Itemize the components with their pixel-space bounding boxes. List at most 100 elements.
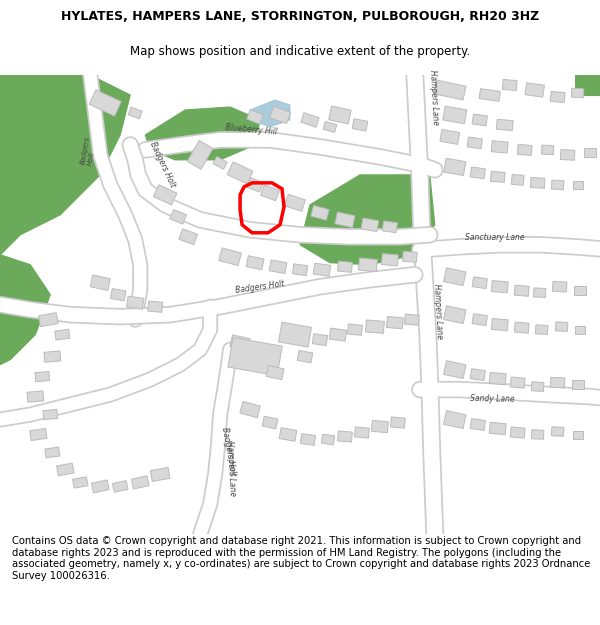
Polygon shape bbox=[322, 434, 335, 445]
Polygon shape bbox=[443, 411, 466, 429]
Polygon shape bbox=[27, 391, 44, 402]
Polygon shape bbox=[533, 288, 546, 298]
Polygon shape bbox=[301, 112, 319, 127]
Polygon shape bbox=[560, 149, 575, 160]
Polygon shape bbox=[496, 119, 513, 131]
Polygon shape bbox=[91, 480, 109, 493]
Polygon shape bbox=[148, 301, 163, 312]
Polygon shape bbox=[187, 141, 213, 169]
Polygon shape bbox=[246, 256, 264, 270]
Polygon shape bbox=[1, 255, 50, 364]
Text: Blueberry Hill: Blueberry Hill bbox=[225, 123, 278, 137]
Polygon shape bbox=[491, 141, 508, 153]
Polygon shape bbox=[403, 251, 417, 262]
Polygon shape bbox=[311, 206, 329, 220]
Polygon shape bbox=[247, 177, 263, 192]
Polygon shape bbox=[584, 148, 596, 158]
Polygon shape bbox=[110, 289, 126, 301]
Polygon shape bbox=[301, 434, 316, 446]
Polygon shape bbox=[467, 137, 482, 149]
Polygon shape bbox=[551, 180, 564, 189]
Polygon shape bbox=[219, 248, 241, 266]
Polygon shape bbox=[472, 314, 487, 326]
Polygon shape bbox=[89, 90, 121, 116]
Polygon shape bbox=[365, 320, 385, 333]
Polygon shape bbox=[489, 372, 506, 385]
Polygon shape bbox=[179, 229, 197, 244]
Polygon shape bbox=[112, 481, 128, 492]
Polygon shape bbox=[470, 419, 485, 431]
Polygon shape bbox=[490, 171, 505, 182]
Polygon shape bbox=[145, 107, 260, 160]
Text: Badgers
Holt: Badgers Holt bbox=[80, 135, 98, 166]
Polygon shape bbox=[297, 351, 313, 362]
Polygon shape bbox=[491, 319, 508, 331]
Polygon shape bbox=[572, 380, 584, 389]
Polygon shape bbox=[44, 351, 61, 362]
Polygon shape bbox=[247, 110, 263, 124]
Polygon shape bbox=[443, 361, 466, 379]
Text: Badgers Holt: Badgers Holt bbox=[148, 140, 177, 189]
Polygon shape bbox=[535, 325, 548, 334]
Polygon shape bbox=[391, 417, 405, 428]
Polygon shape bbox=[90, 275, 110, 291]
Polygon shape bbox=[170, 209, 187, 224]
Polygon shape bbox=[556, 322, 568, 331]
Text: Sandy Lane: Sandy Lane bbox=[470, 394, 515, 404]
Polygon shape bbox=[329, 106, 351, 124]
Polygon shape bbox=[491, 281, 508, 293]
Polygon shape bbox=[1, 75, 130, 255]
Text: Hampers Lane: Hampers Lane bbox=[432, 284, 444, 339]
Text: Hampers Lane: Hampers Lane bbox=[225, 441, 237, 496]
Polygon shape bbox=[575, 326, 584, 334]
Polygon shape bbox=[269, 260, 287, 274]
Polygon shape bbox=[489, 422, 506, 434]
Polygon shape bbox=[240, 401, 260, 418]
Polygon shape bbox=[131, 476, 149, 489]
Polygon shape bbox=[266, 366, 284, 379]
Text: Map shows position and indicative extent of the property.: Map shows position and indicative extent… bbox=[130, 44, 470, 58]
Polygon shape bbox=[279, 428, 297, 441]
Polygon shape bbox=[444, 158, 466, 176]
Polygon shape bbox=[128, 107, 142, 119]
Polygon shape bbox=[443, 268, 466, 286]
Polygon shape bbox=[472, 277, 487, 289]
Polygon shape bbox=[571, 88, 584, 98]
Polygon shape bbox=[404, 314, 419, 325]
Polygon shape bbox=[575, 75, 599, 95]
Text: HYLATES, HAMPERS LANE, STORRINGTON, PULBOROUGH, RH20 3HZ: HYLATES, HAMPERS LANE, STORRINGTON, PULB… bbox=[61, 10, 539, 23]
Polygon shape bbox=[127, 296, 144, 309]
Polygon shape bbox=[440, 129, 460, 144]
Polygon shape bbox=[35, 371, 50, 382]
Polygon shape bbox=[355, 427, 370, 438]
Polygon shape bbox=[502, 79, 517, 91]
Text: Badgers Holt: Badgers Holt bbox=[220, 426, 238, 476]
Polygon shape bbox=[550, 91, 565, 103]
Text: Sanctuary Lane: Sanctuary Lane bbox=[465, 232, 524, 242]
Polygon shape bbox=[329, 328, 347, 341]
Polygon shape bbox=[511, 427, 525, 438]
Polygon shape bbox=[73, 477, 88, 488]
Polygon shape bbox=[30, 429, 47, 441]
Polygon shape bbox=[313, 334, 328, 346]
Polygon shape bbox=[250, 100, 290, 127]
Polygon shape bbox=[525, 82, 544, 97]
Polygon shape bbox=[269, 106, 290, 124]
Polygon shape bbox=[323, 121, 337, 132]
Polygon shape bbox=[335, 212, 355, 228]
Polygon shape bbox=[313, 263, 331, 276]
Polygon shape bbox=[517, 144, 532, 156]
Polygon shape bbox=[56, 463, 74, 476]
Polygon shape bbox=[514, 285, 529, 296]
Polygon shape bbox=[338, 431, 352, 442]
Polygon shape bbox=[386, 316, 403, 329]
Polygon shape bbox=[470, 167, 485, 179]
Polygon shape bbox=[347, 324, 362, 335]
Polygon shape bbox=[551, 427, 564, 436]
Polygon shape bbox=[572, 431, 583, 439]
Polygon shape bbox=[38, 312, 58, 327]
Polygon shape bbox=[511, 174, 524, 186]
Polygon shape bbox=[230, 335, 250, 351]
Polygon shape bbox=[434, 80, 466, 100]
Polygon shape bbox=[371, 421, 388, 432]
